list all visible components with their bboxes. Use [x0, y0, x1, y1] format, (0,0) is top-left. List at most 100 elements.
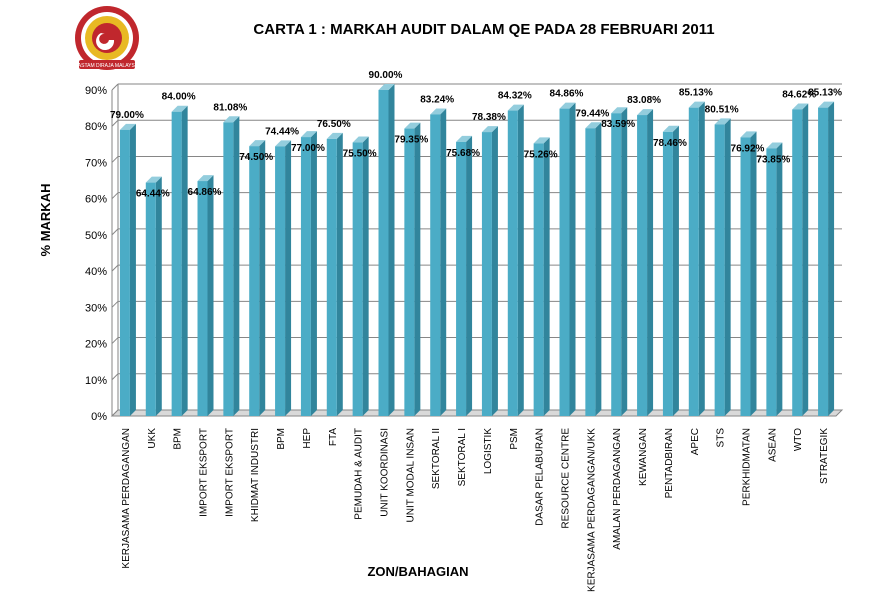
y-axis-title: % MARKAH [38, 184, 53, 257]
bar [481, 126, 498, 417]
bar-top [818, 101, 835, 108]
bar-front [119, 129, 130, 416]
chart-floor [110, 409, 844, 417]
bar-side [647, 109, 654, 416]
x-tick-label: APEC [690, 428, 701, 455]
data-labels: 79.00% 64.44% 84.00% 64.86% 81.08% 74.50% 74.4… [110, 70, 842, 200]
bar-side [259, 140, 266, 416]
bar-front [637, 115, 648, 416]
x-tick-label: AMALAN PERDAGANGAN [612, 428, 623, 550]
bar-side [362, 136, 369, 416]
bar-top [430, 108, 447, 115]
bar-side [129, 123, 136, 416]
bar [714, 118, 731, 417]
data-label: 83.59% [601, 119, 635, 130]
bar [766, 142, 783, 416]
bar-side [802, 103, 809, 417]
bar-top [326, 132, 343, 139]
x-tick-label: PENTADBIRAN [664, 428, 675, 498]
bar-front [792, 109, 803, 417]
x-tick-label: KEWANGAN [638, 428, 649, 486]
x-tick-label: PSM [509, 428, 520, 450]
gridline-depth [111, 264, 119, 272]
data-label: 79.00% [110, 110, 144, 121]
bar-side [336, 132, 343, 416]
x-tick-label: FTA [328, 428, 339, 446]
data-label: 73.85% [756, 154, 790, 165]
bar-front [585, 128, 596, 416]
y-tick-label: 20% [85, 339, 107, 351]
x-tick-label: IMPORT EKSPORT [224, 428, 235, 517]
data-label: 76.92% [731, 143, 765, 154]
bar-series [119, 84, 835, 417]
bar-top [378, 84, 395, 90]
bar-top [740, 131, 757, 138]
bar-top [145, 176, 162, 183]
bar [507, 104, 524, 416]
data-label: 79.44% [575, 108, 609, 119]
gridline-depth [111, 156, 119, 163]
data-label: 76.50% [317, 119, 351, 130]
bar-top [533, 137, 550, 144]
x-tick-label: WTO [793, 428, 804, 451]
x-tick-label: KERJASAMA PERDAGANGAN [121, 428, 132, 569]
x-tick-label: RESOURCE CENTRE [561, 428, 572, 529]
y-tick-label: 30% [85, 302, 107, 314]
bar-top [404, 122, 421, 129]
data-label: 75.26% [524, 149, 558, 160]
bar-top [249, 140, 266, 147]
bar-top [507, 104, 524, 111]
bar-front [533, 143, 544, 417]
bar-side [388, 84, 395, 416]
bar [378, 84, 395, 416]
gridline-depth [111, 228, 119, 236]
bar-side [466, 135, 473, 416]
x-tick-label: STS [716, 428, 727, 448]
x-tick-label: HEP [302, 428, 313, 449]
bar-side [207, 175, 214, 416]
bar [559, 102, 576, 416]
x-tick-label: KHIDMAT INDUSTRI [250, 428, 261, 522]
x-axis-title: ZON/BAHAGIAN [367, 564, 468, 579]
bar-side [517, 104, 524, 416]
data-label: 85.13% [808, 88, 842, 99]
bar [326, 132, 343, 416]
bar [404, 122, 421, 417]
data-label: 85.13% [679, 88, 713, 99]
bar-front [300, 137, 311, 417]
bar-front [171, 111, 182, 416]
bar-side [491, 126, 498, 417]
bar [456, 135, 473, 416]
y-tick-label: 50% [85, 230, 107, 242]
bar-side [750, 131, 757, 416]
data-label: 75.50% [343, 149, 377, 160]
gridlines [110, 83, 844, 417]
bar-front [662, 131, 673, 416]
x-tick-label: SEKTORAL II [431, 428, 442, 489]
bar-top [714, 118, 731, 125]
bar [662, 125, 679, 416]
y-tick-label: 10% [85, 375, 107, 387]
gridline-depth [111, 300, 119, 308]
bar-front [507, 110, 518, 416]
bar-front [740, 137, 751, 416]
bar [171, 105, 188, 416]
bar-top [637, 109, 654, 116]
x-tick-label: UNIT MODAL INSAN [405, 428, 416, 522]
bar-side [724, 118, 731, 417]
bar [792, 103, 809, 417]
bar-front [456, 141, 467, 416]
x-tick-label: STRATEGIK [819, 428, 830, 484]
bar-side [621, 107, 628, 416]
x-tick-label: DASAR PELABURAN [535, 428, 546, 526]
data-label: 84.62% [782, 89, 816, 100]
data-label: 90.00% [369, 70, 403, 81]
data-label: 64.86% [188, 187, 222, 198]
gridline-depth [111, 83, 119, 91]
bar-front [378, 90, 389, 416]
logo-text: KASTAM DIRAJA MALAYSIA [74, 63, 140, 69]
bar-side [310, 131, 317, 417]
bar-side [569, 102, 576, 416]
bar [119, 123, 136, 416]
